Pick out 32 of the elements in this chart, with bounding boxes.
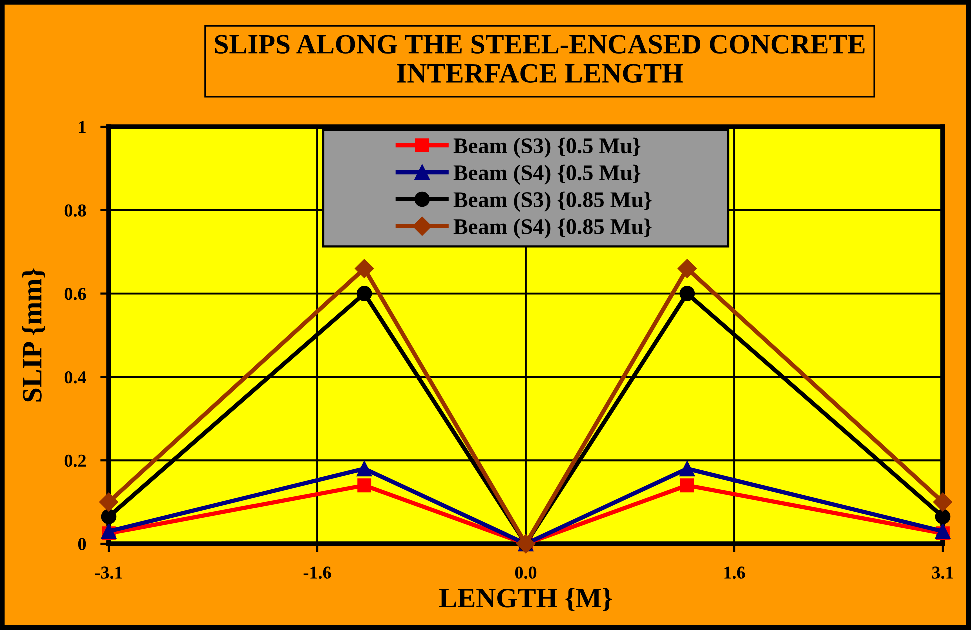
point — [358, 478, 372, 493]
point — [935, 509, 951, 525]
x-tick-label: 0.0 — [515, 566, 537, 580]
y-tick-label: 0.6 — [64, 288, 86, 300]
y-tick-label: 1 — [79, 121, 86, 134]
point — [101, 509, 117, 525]
point — [99, 492, 119, 512]
legend-label: Beam (S4) {0.5 Mu} — [454, 164, 641, 186]
x-axis-title: LENGTH {M} — [440, 588, 612, 612]
legend-label: Beam (S3) {0.5 Mu} — [454, 138, 641, 158]
x-tick-label: -1.6 — [304, 566, 332, 580]
point — [678, 259, 697, 278]
chart-title: SLIPS ALONG THE STEEL-ENCASED CONCRETE INTERFACE LENGTH — [215, 35, 865, 83]
x-tick-label: -3.1 — [95, 566, 122, 580]
y-tick-label: 0 — [78, 538, 86, 550]
point — [356, 461, 372, 477]
point — [935, 524, 951, 540]
point — [101, 524, 117, 540]
point — [356, 286, 372, 302]
y-tick-label: 0.4 — [64, 371, 86, 384]
point — [680, 286, 696, 302]
legend-label: Beam (S4) {0.85 Mu} — [454, 218, 652, 239]
y-tick-label: 0.2 — [64, 454, 86, 468]
y-tick-label: 0.8 — [64, 204, 86, 217]
x-tick-label: 3.1 — [932, 566, 954, 580]
point — [933, 492, 953, 512]
point — [680, 478, 694, 493]
x-tick-label: 1.6 — [724, 566, 746, 580]
point — [680, 461, 696, 477]
y-axis-title: SLIP {mm} — [22, 268, 46, 402]
legend-label: Beam (S3) {0.85 Mu} — [454, 192, 652, 212]
point — [355, 259, 374, 278]
